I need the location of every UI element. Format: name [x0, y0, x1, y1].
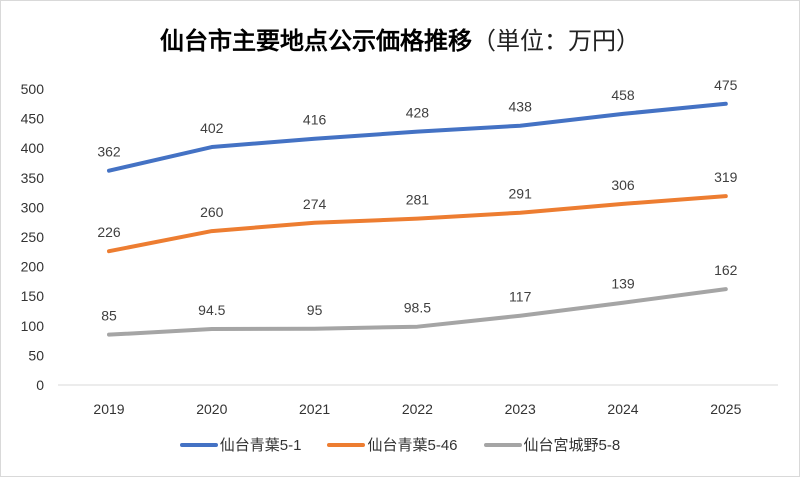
legend-swatch — [179, 442, 218, 447]
y-tick-label: 150 — [21, 288, 45, 304]
x-tick-label: 2023 — [505, 401, 536, 417]
y-tick-label: 250 — [21, 229, 45, 245]
y-tick-label: 0 — [36, 377, 44, 393]
data-label: 291 — [509, 186, 533, 202]
data-label: 274 — [303, 196, 327, 212]
y-tick-label: 400 — [21, 140, 45, 156]
legend-label: 仙台宮城野5-8 — [523, 437, 621, 454]
data-label: 281 — [406, 192, 430, 208]
data-label: 260 — [200, 204, 224, 220]
legend-label: 仙台青葉5-46 — [367, 437, 458, 454]
x-tick-label: 2021 — [299, 401, 330, 417]
title-unit: （単位：万円） — [472, 28, 640, 55]
legend: 仙台青葉5-1 仙台青葉5-46 仙台宮城野5-8 — [1, 434, 799, 455]
data-label: 95 — [307, 302, 323, 318]
x-tick-label: 2022 — [402, 401, 433, 417]
data-label: 458 — [611, 87, 635, 103]
y-tick-label: 300 — [21, 199, 45, 215]
x-tick-label: 2025 — [710, 401, 741, 417]
legend-item: 仙台青葉5-1 — [179, 434, 302, 455]
title-main: 仙台市主要地点公示価格推移 — [160, 28, 472, 55]
data-label: 402 — [200, 120, 224, 136]
legend-swatch — [327, 442, 366, 447]
x-tick-label: 2020 — [196, 401, 227, 417]
data-label: 139 — [611, 276, 635, 292]
y-tick-label: 50 — [28, 347, 44, 363]
y-tick-label: 100 — [21, 318, 45, 334]
data-label: 226 — [97, 224, 121, 240]
y-tick-label: 200 — [21, 259, 45, 275]
data-label: 428 — [406, 105, 430, 121]
data-label: 94.5 — [198, 302, 225, 318]
data-label: 85 — [101, 308, 117, 324]
y-tick-label: 450 — [21, 111, 45, 127]
data-label: 98.5 — [404, 300, 431, 316]
legend-label: 仙台青葉5-1 — [219, 437, 302, 454]
x-tick-label: 2024 — [607, 401, 638, 417]
data-label: 438 — [509, 99, 533, 115]
data-label: 319 — [714, 169, 738, 185]
data-label: 475 — [714, 77, 738, 93]
chart-title: 仙台市主要地点公示価格推移（単位：万円） — [1, 21, 799, 56]
legend-item: 仙台宮城野5-8 — [483, 434, 621, 455]
legend-swatch — [483, 442, 522, 447]
legend-item: 仙台青葉5-46 — [327, 434, 458, 455]
y-tick-label: 350 — [21, 170, 45, 186]
data-label: 306 — [611, 177, 635, 193]
data-label: 162 — [714, 262, 738, 278]
data-label: 416 — [303, 112, 327, 128]
data-label: 117 — [509, 289, 532, 305]
data-label: 362 — [97, 144, 121, 160]
y-tick-label: 500 — [21, 81, 45, 97]
x-tick-label: 2019 — [93, 401, 124, 417]
